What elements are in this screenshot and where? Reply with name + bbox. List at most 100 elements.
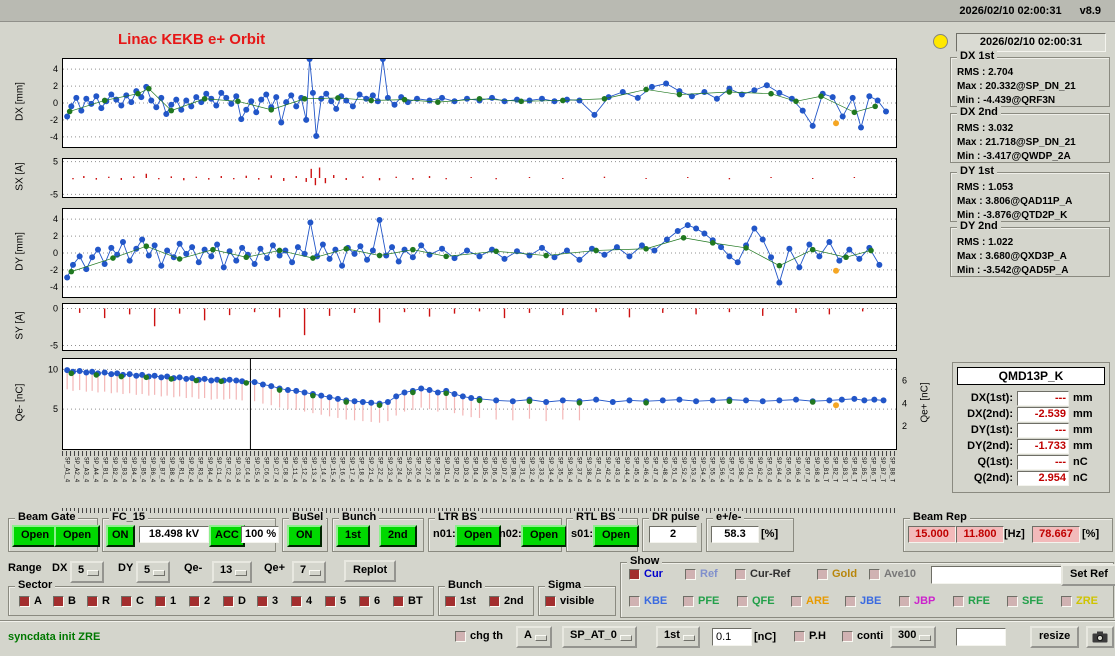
dy-range-dropdown[interactable]: 5 [136,561,171,583]
checkbox-label: 2 [204,595,211,607]
bunch-2nd-checkbox[interactable]: 2nd [489,595,524,607]
bpm-label: SP_14_4 [319,457,327,483]
show-gold-checkbox[interactable]: Gold [817,568,857,580]
checkbox-indicator [53,595,64,607]
beam-gate-1-button[interactable]: Open [12,525,59,547]
dropdown-value: 1st [664,629,680,641]
checkbox-label: B [68,595,76,607]
interval-dropdown[interactable]: 300 [890,626,937,648]
fc15-on-button[interactable]: ON [106,525,135,547]
ph-checkbox[interactable]: P.H [794,630,826,642]
bunch-2nd-button[interactable]: 2nd [379,525,417,547]
misc-entry[interactable] [956,628,1006,646]
ltr-bs-group: LTR BS n01: Open n02: Open [428,511,568,552]
bpm-label: SP_63_4 [765,457,773,483]
set-ref-button[interactable]: Set Ref [1061,564,1115,586]
checkbox-label: Ave10 [884,568,917,580]
show-pfe-checkbox[interactable]: PFE [683,595,719,607]
checkbox-indicator [223,595,234,607]
rtl-s01-open-button[interactable]: Open [593,525,640,547]
bpm-select-dropdown[interactable]: SP_AT_0 [562,626,637,648]
sector-checkbox-bt[interactable]: BT [393,595,423,607]
bpm-label: SP_18_4 [357,457,365,483]
conti-checkbox[interactable]: conti [842,630,883,642]
group-label: FC_15 [109,511,149,523]
screenshot-button[interactable] [1086,626,1114,648]
show-are-checkbox[interactable]: ARE [791,595,829,607]
show-jbe-checkbox[interactable]: JBE [845,595,881,607]
fc15-group: FC_15 ON 18.498 kV ACC 100 % [102,511,279,552]
beam-rep-2-display: 11.800 [956,526,1004,543]
bunch-1st-checkbox[interactable]: 1st [445,595,476,607]
show-qfe-checkbox[interactable]: QFE [737,595,775,607]
panel-row-label: DY(2nd): [967,440,1013,452]
bpm-label: SP_C8_4 [281,457,289,483]
sector-checkbox-5[interactable]: 5 [325,595,346,607]
sector-checkbox-r[interactable]: R [87,595,110,607]
beam-gate-2-button[interactable]: Open [54,525,101,547]
resize-button[interactable]: resize [1030,626,1080,648]
bpm-label: SP_B5_T [860,457,868,483]
sector-checkbox-d[interactable]: D [223,595,246,607]
bpm-label: SP_B1_T [822,457,830,483]
sector-checkbox-2[interactable]: 2 [189,595,210,607]
sigma-visible-checkbox[interactable]: visible [545,595,594,607]
dy-label: DY [118,562,134,574]
sector-checkbox-b[interactable]: B [53,595,76,607]
bpm-label: SP_65_4 [784,457,792,483]
bpm-label: SP_34_4 [547,457,555,483]
bpm-label: SP_B6_T [869,457,877,483]
show-rfe-checkbox[interactable]: RFE [953,595,990,607]
qe-minus-range-dropdown[interactable]: 13 [212,561,253,583]
ltr-n01-open-button[interactable]: Open [455,525,502,547]
sector-checkbox-4[interactable]: 4 [291,595,312,607]
show-cur-ref-checkbox[interactable]: Cur-Ref [735,568,790,580]
sx-steering-plot: 5 -5 [8,157,937,199]
qe-plus-range-dropdown[interactable]: 7 [292,561,327,583]
panel-row: DX(1st): --- mm [957,390,1105,406]
bpm-label: SP_D4_4 [471,457,479,483]
dx-orbit-plot: 4 2 0 -2 -4 [8,56,937,148]
fc15-acc-button[interactable]: ACC [209,525,245,547]
dy-orbit-plot: 4 2 0 -2 -4 [8,208,937,298]
show-ave10-checkbox[interactable]: Ave10 [869,568,916,580]
show-cur-checkbox[interactable]: Cur [629,568,663,580]
dr-pulse-field[interactable]: 2 [649,526,697,543]
sector-checkbox-1[interactable]: 1 [155,595,176,607]
sector-select-dropdown[interactable]: A [516,626,552,648]
checkbox-label: PFE [698,595,720,607]
svg-text:0: 0 [53,98,58,108]
bpm-label: SP_C5_4 [253,457,261,483]
show-jbp-checkbox[interactable]: JBP [899,595,935,607]
stat-rms: RMS : 2.704 [957,67,1014,78]
bunch-select-dropdown[interactable]: 1st [656,626,700,648]
sector-checkbox-6[interactable]: 6 [359,595,380,607]
eplus-eminus-field[interactable]: 58.3 [711,526,759,543]
chg-th-checkbox[interactable]: chg th [455,630,503,642]
bpm-label: SP_33_4 [537,457,545,483]
show-sfe-checkbox[interactable]: SFE [1007,595,1043,607]
show-zre-checkbox[interactable]: ZRE [1061,595,1098,607]
titlebar-version: v8.9 [1079,4,1101,17]
bpm-label: SP_46_4 [642,457,650,483]
dx-range-dropdown[interactable]: 5 [70,561,105,583]
sector-checkbox-c[interactable]: C [121,595,144,607]
bpm-label: SP_C7_4 [272,457,280,483]
bpm-label: SP_64_4 [774,457,782,483]
ref-name-entry[interactable] [931,566,1063,584]
beam-rep-ratio-display: 78.667 [1032,526,1080,543]
svg-text:5: 5 [53,158,58,167]
bpm-label: SP_23_4 [385,457,393,483]
busel-on-button[interactable]: ON [287,525,322,547]
sector-checkbox-a[interactable]: A [19,595,42,607]
group-label: RTL BS [573,511,619,523]
status-message: syncdata init ZRE [8,631,101,643]
replot-button[interactable]: Replot [344,560,397,582]
show-ref-checkbox[interactable]: Ref [685,568,718,580]
ltr-n02-open-button[interactable]: Open [521,525,568,547]
show-kbe-checkbox[interactable]: KBE [629,595,667,607]
sector-checkbox-3[interactable]: 3 [257,595,278,607]
threshold-entry[interactable] [712,628,752,646]
bunch-1st-button[interactable]: 1st [336,525,370,547]
checkbox-indicator [842,630,853,642]
